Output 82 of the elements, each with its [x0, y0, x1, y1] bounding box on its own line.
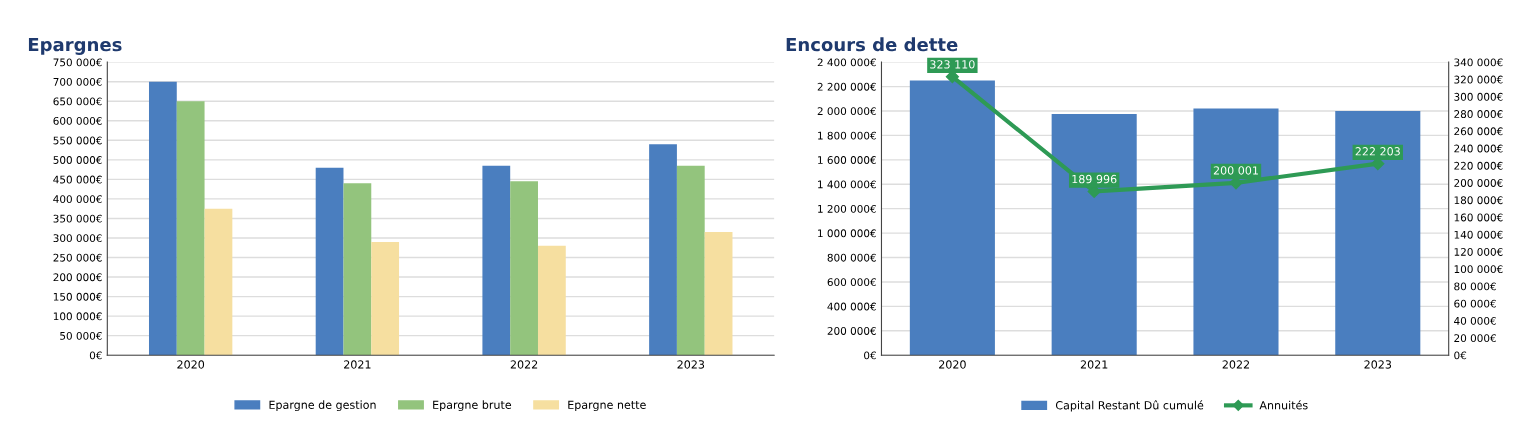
y-tick-label: 500 000€: [53, 156, 102, 164]
bar: [909, 80, 995, 356]
y-tick-label: 400 000€: [53, 195, 102, 204]
y2-tick-label: 80 000€: [1454, 282, 1496, 291]
y2-tick-label: 120 000€: [1454, 248, 1503, 256]
y2-tick-label: 60 000€: [1454, 299, 1496, 308]
y2-tick-label: 260 000€: [1454, 127, 1503, 136]
legend-label: Epargne brute: [433, 400, 512, 412]
x-tick-label: 2020: [939, 360, 966, 369]
y-tick-label: 1 600 000€: [818, 156, 876, 164]
y2-tick-label: 200 000€: [1454, 179, 1503, 187]
bar: [371, 241, 400, 356]
data-label: 323 110: [930, 60, 975, 69]
bar: [676, 165, 705, 356]
y-tick-label: 400 000€: [827, 302, 876, 311]
y-tick-label: 2 400 000€: [817, 58, 876, 67]
data-label: 189 996: [1072, 174, 1117, 184]
y-tick-label: 350 000€: [53, 214, 102, 223]
y2-tick-label: 300 000€: [1454, 92, 1503, 101]
y-tick-label: 150 000€: [53, 292, 102, 301]
data-label: 222 203: [1355, 147, 1400, 156]
y2-tick-label: 240 000€: [1454, 144, 1503, 153]
legend-label: Capital Restant Dû cumulé: [1055, 400, 1204, 412]
legend-label: Annuités: [1259, 400, 1308, 410]
y2-tick-label: 160 000€: [1454, 213, 1503, 222]
y-tick-label: 2 000 000€: [817, 107, 876, 116]
y-tick-label: 750 000€: [53, 58, 102, 67]
y-tick-label: 800 000€: [827, 253, 876, 262]
bar: [482, 165, 511, 356]
y2-tick-label: 20 000€: [1454, 334, 1496, 343]
y2-tick-label: 0€: [1454, 351, 1467, 360]
y-tick-label: 550 000€: [53, 136, 102, 145]
x-tick-label: 2020: [177, 360, 205, 369]
x-tick-label: 2022: [1222, 360, 1250, 369]
legend-label: Epargne de gestion: [269, 400, 376, 412]
y-tick-label: 50 000€: [60, 331, 102, 340]
bar: [1335, 111, 1421, 356]
y-tick-label: 600 000€: [827, 278, 876, 287]
y-tick-label: 450 000€: [53, 175, 102, 184]
legend-label: Epargne nette: [568, 400, 646, 412]
x-tick-label: 2022: [510, 360, 538, 369]
bar: [315, 167, 344, 356]
y-tick-label: 300 000€: [53, 234, 102, 243]
bar: [148, 81, 177, 356]
y-tick-label: 0€: [864, 351, 876, 360]
x-tick-label: 2023: [677, 360, 705, 369]
x-tick-label: 2021: [344, 360, 371, 369]
bar: [649, 144, 677, 356]
y-tick-label: 2 200 000€: [817, 82, 876, 91]
x-tick-label: 2021: [1080, 360, 1108, 369]
data-label: 200 001: [1213, 166, 1258, 175]
bar: [510, 181, 538, 356]
chart-title: Encours de dette: [786, 37, 958, 52]
y2-tick-label: 340 000€: [1454, 58, 1503, 67]
y-tick-label: 700 000€: [53, 77, 102, 86]
bar: [204, 208, 233, 356]
bar: [537, 245, 566, 356]
y2-tick-label: 280 000€: [1454, 110, 1503, 118]
y2-tick-label: 180 000€: [1454, 196, 1503, 205]
y2-tick-label: 100 000€: [1454, 265, 1503, 274]
y-tick-label: 1 800 000€: [818, 131, 876, 140]
chart-title: Epargnes: [28, 37, 122, 55]
y-tick-label: 100 000€: [53, 312, 102, 321]
y-tick-label: 200 000€: [53, 273, 102, 282]
y-tick-label: 1 000 000€: [818, 229, 876, 238]
y-tick-label: 600 000€: [53, 116, 102, 125]
y-tick-label: 1 400 000€: [818, 180, 876, 189]
bar: [1051, 114, 1137, 356]
bar: [704, 232, 733, 356]
bar: [343, 183, 372, 356]
bar: [176, 101, 205, 356]
x-tick-label: 2023: [1364, 360, 1392, 369]
y2-tick-label: 140 000€: [1454, 230, 1503, 239]
bar: [1193, 108, 1279, 356]
y2-tick-label: 320 000€: [1454, 75, 1503, 84]
y-tick-label: 250 000€: [53, 253, 102, 262]
y-tick-label: 0€: [89, 351, 102, 360]
y2-tick-label: 40 000€: [1454, 316, 1496, 325]
y-tick-label: 1 200 000€: [818, 204, 876, 213]
y2-tick-label: 220 000€: [1454, 161, 1503, 170]
y-tick-label: 650 000€: [53, 97, 102, 106]
y-tick-label: 200 000€: [827, 327, 876, 335]
